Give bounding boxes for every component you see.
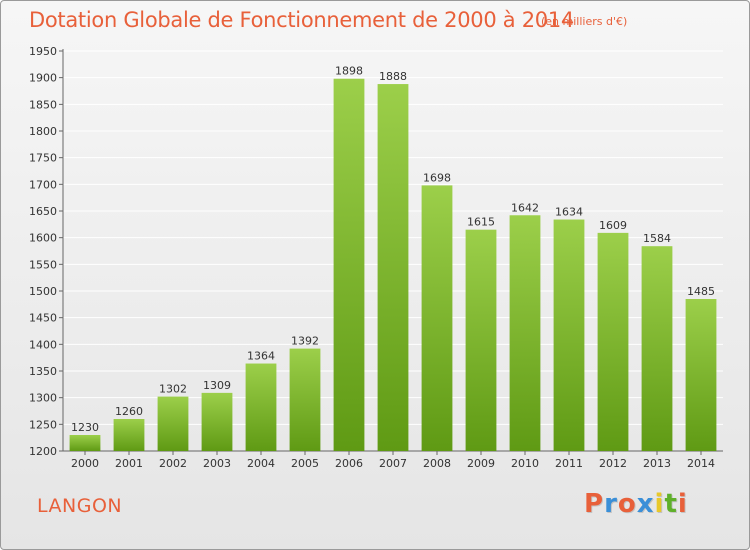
- chart-subtitle: (en milliers d'€): [541, 15, 628, 28]
- bar-2010: [509, 215, 541, 451]
- y-tick-label: 1600: [29, 232, 57, 245]
- bar-2005: [289, 348, 321, 451]
- bar-2007: [377, 84, 409, 452]
- data-label-2000: 1230: [71, 421, 99, 434]
- data-labels: 1230 1260 1302 1309 1364 1392 1898 1888 1698 1615…: [71, 65, 715, 434]
- logo-letter: o: [617, 489, 637, 519]
- logo-letter: r: [604, 489, 618, 519]
- bar-2008: [421, 185, 453, 451]
- bars: [69, 78, 717, 452]
- bar-2002: [157, 396, 189, 451]
- data-label-2009: 1615: [467, 216, 495, 229]
- place-name: LANGON: [37, 495, 123, 517]
- data-label-2010: 1642: [511, 201, 539, 214]
- y-tick-label: 1550: [29, 258, 57, 271]
- bar-2013: [641, 246, 673, 451]
- bar-2004: [245, 363, 277, 451]
- x-tick-label-2004: 2004: [247, 457, 275, 470]
- x-tick-label-2010: 2010: [511, 457, 539, 470]
- x-tick-label-2003: 2003: [203, 457, 231, 470]
- logo-letter: i: [677, 489, 688, 519]
- data-label-2004: 1364: [247, 350, 275, 363]
- x-tick-label-2007: 2007: [379, 457, 407, 470]
- y-tick-label: 1250: [29, 418, 57, 431]
- data-label-2014: 1485: [687, 285, 715, 298]
- bar-2011: [553, 219, 585, 451]
- data-label-2012: 1609: [599, 219, 627, 232]
- chart-title: Dotation Globale de Fonctionnement de 20…: [29, 8, 574, 32]
- bar-2006: [333, 78, 365, 451]
- bar-2012: [597, 232, 629, 451]
- y-tick-label: 1500: [29, 285, 57, 298]
- axes: 1200 1250 1300 1350 1400 1450 1500 1550 1600 1650…: [29, 45, 723, 470]
- y-tick-label: 1400: [29, 338, 57, 351]
- logo-letter: x: [636, 489, 655, 519]
- bar-2001: [113, 419, 145, 451]
- y-tick-label: 1900: [29, 72, 57, 85]
- x-tick-label-2006: 2006: [335, 457, 363, 470]
- bar-2003: [201, 392, 233, 451]
- data-label-2002: 1302: [159, 383, 187, 396]
- logo-letter: i: [654, 489, 665, 519]
- y-tick-label: 1700: [29, 178, 57, 191]
- x-tick-label-2008: 2008: [423, 457, 451, 470]
- x-tick-label-2014: 2014: [687, 457, 715, 470]
- data-label-2003: 1309: [203, 379, 231, 392]
- y-tick-label: 1200: [29, 445, 57, 458]
- logo-letter: P: [584, 489, 605, 519]
- x-tick-label-2011: 2011: [555, 457, 583, 470]
- data-label-2007: 1888: [379, 70, 407, 83]
- x-tick-label-2002: 2002: [159, 457, 187, 470]
- data-label-2006: 1898: [335, 65, 363, 78]
- y-tick-label: 1800: [29, 125, 57, 138]
- data-label-2008: 1698: [423, 171, 451, 184]
- data-label-2013: 1584: [643, 232, 671, 245]
- bar-2014: [685, 299, 717, 451]
- data-label-2001: 1260: [115, 405, 143, 418]
- x-tick-label-2012: 2012: [599, 457, 627, 470]
- bar-2000: [69, 435, 101, 451]
- x-tick-label-2000: 2000: [71, 457, 99, 470]
- y-tick-label: 1750: [29, 152, 57, 165]
- y-tick-label: 1350: [29, 365, 57, 378]
- x-tick-label-2001: 2001: [115, 457, 143, 470]
- proxiti-logo[interactable]: Proxiti: [584, 489, 688, 519]
- y-tick-label: 1850: [29, 98, 57, 111]
- y-tick-label: 1450: [29, 312, 57, 325]
- bar-2009: [465, 229, 497, 451]
- y-tick-label: 1300: [29, 392, 57, 405]
- x-tick-label-2005: 2005: [291, 457, 319, 470]
- logo-letter: t: [664, 489, 678, 519]
- y-tick-label: 1650: [29, 205, 57, 218]
- y-tick-label: 1950: [29, 45, 57, 58]
- x-tick-label-2013: 2013: [643, 457, 671, 470]
- data-label-2011: 1634: [555, 206, 583, 219]
- x-tick-label-2009: 2009: [467, 457, 495, 470]
- data-label-2005: 1392: [291, 335, 319, 348]
